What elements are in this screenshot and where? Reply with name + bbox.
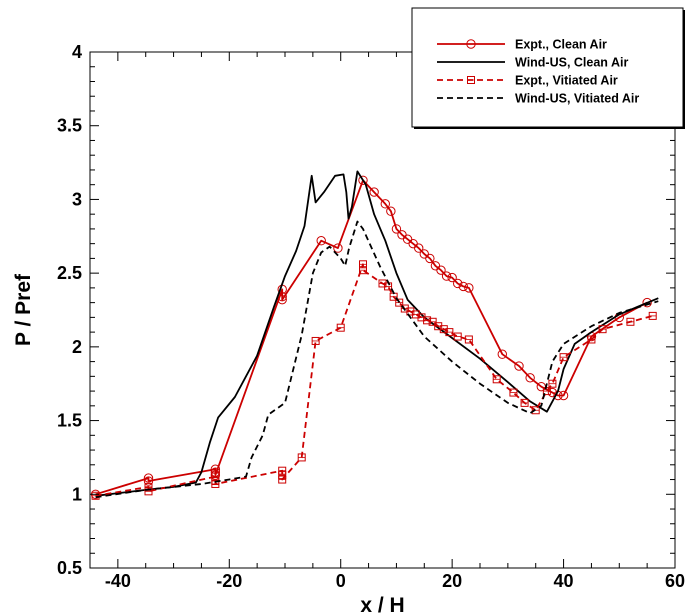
plot-frame <box>89 51 676 569</box>
x-tick-label: 0 <box>336 571 346 591</box>
series-1 <box>90 175 652 499</box>
x-tick-label: 20 <box>442 571 462 591</box>
data-point-circle <box>369 187 379 197</box>
legend-label: Expt., Vitiated Air <box>515 74 618 88</box>
y-tick-label: 0.5 <box>57 558 82 578</box>
data-point-circle <box>277 294 287 305</box>
series-line <box>95 220 659 499</box>
data-point-circle <box>210 470 221 480</box>
y-tick-label: 2 <box>72 337 82 357</box>
data-point-circle <box>453 278 463 289</box>
data-point-circle <box>333 243 343 253</box>
series-line <box>95 263 653 497</box>
data-point-circle <box>391 224 402 234</box>
data-point-circle <box>447 272 457 283</box>
legend-label: Wind-US, Clean Air <box>515 56 628 70</box>
data-point-circle <box>497 349 507 359</box>
y-tick-label: 2.5 <box>57 263 82 283</box>
x-tick-label: -40 <box>105 571 131 591</box>
data-point-circle <box>358 175 368 185</box>
data-point-circle <box>386 206 396 216</box>
data-point-circle <box>464 283 474 293</box>
data-point-circle <box>316 236 326 246</box>
series-line <box>95 170 659 497</box>
y-tick-label: 3.5 <box>57 116 82 136</box>
series-4 <box>95 220 659 499</box>
y-axis-title: P / Pref <box>12 273 35 346</box>
data-point-circle <box>380 199 390 209</box>
legend-box <box>411 7 684 128</box>
plot-border <box>89 51 676 569</box>
series-layer <box>90 170 659 500</box>
data-point-circle <box>466 39 476 49</box>
data-point-circle <box>436 265 446 275</box>
y-tick-label: 1.5 <box>57 411 82 431</box>
data-point-circle <box>525 373 535 383</box>
legend-label: Wind-US, Vitiated Air <box>515 92 639 106</box>
y-tick-label: 3 <box>72 189 82 209</box>
data-point-circle <box>514 361 524 371</box>
x-tick-label: 60 <box>665 571 685 591</box>
data-point-circle <box>642 297 652 308</box>
x-tick-label: 40 <box>554 571 574 591</box>
legend-label: Expt., Clean Air <box>515 38 607 52</box>
legend: Expt., Clean Air Wind-US, Clean Air Expt.,… <box>411 7 685 129</box>
data-point-circle <box>441 271 452 281</box>
data-point-circle <box>414 243 424 253</box>
y-tick-label: 1 <box>72 484 82 504</box>
tick-layer: -40 -20 0 20 40 60 0.5 1 1.5 2 2.5 3 3.5 4 <box>57 42 685 591</box>
x-tick-label: -20 <box>216 571 242 591</box>
series-line <box>95 179 648 496</box>
x-axis-title: x / H <box>360 594 404 616</box>
data-point-circle <box>143 473 154 483</box>
data-point-circle <box>458 281 468 292</box>
series-3 <box>91 260 657 500</box>
data-point-circle <box>558 390 569 401</box>
data-point-circle <box>425 253 435 264</box>
series-2 <box>95 170 659 497</box>
y-tick-label: 4 <box>72 42 82 62</box>
data-point-circle <box>143 476 154 486</box>
